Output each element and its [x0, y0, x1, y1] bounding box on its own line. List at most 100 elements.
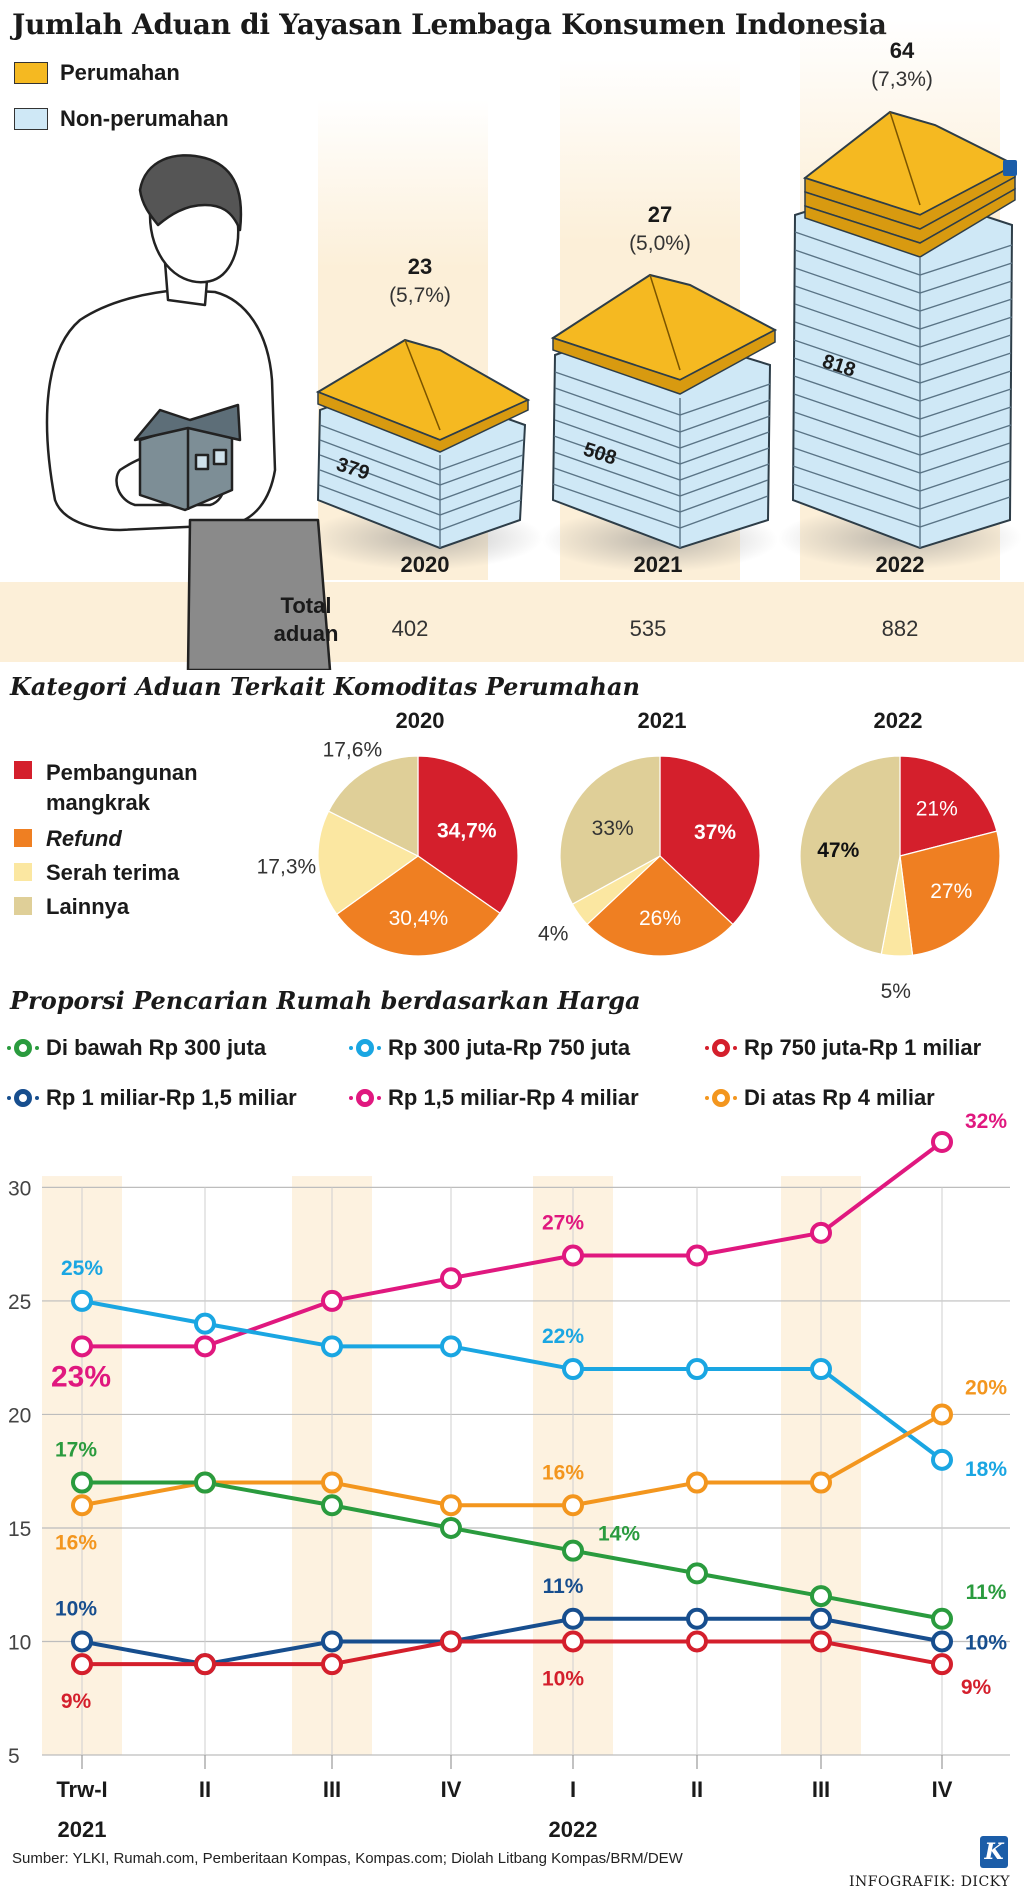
data-label: 17%: [55, 1439, 97, 1462]
data-point: [810, 1585, 832, 1608]
y-tick-label: 10: [8, 1631, 31, 1654]
lightyellow-swatch-icon: [14, 863, 32, 881]
data-point: [562, 1244, 584, 1267]
x-tick-label: III: [323, 1777, 341, 1802]
data-label: 10%: [542, 1667, 584, 1690]
data-label: 9%: [61, 1690, 92, 1713]
data-point: [686, 1358, 708, 1381]
pie-label: 33%: [592, 817, 634, 840]
data-label: 23%: [51, 1360, 111, 1393]
stack-2022: [778, 110, 1022, 570]
data-point: [194, 1471, 216, 1494]
data-label: 16%: [542, 1461, 584, 1484]
x-tick-label: Trw-I: [56, 1777, 107, 1802]
data-point: [931, 1448, 953, 1471]
data-point: [321, 1335, 343, 1358]
stack-2020: [307, 338, 543, 570]
data-label: 9%: [961, 1676, 992, 1699]
total-label-line2: aduan: [273, 621, 339, 646]
yellow-swatch-icon: [14, 62, 48, 84]
data-point: [562, 1358, 584, 1381]
pie-label: 47%: [817, 839, 859, 862]
circle-marker-icon: [351, 1089, 379, 1107]
stack-2021-perumahan: 27: [647, 202, 673, 227]
stack-2022-pct: (7,3%): [871, 68, 933, 91]
data-point: [440, 1494, 462, 1517]
section2-title: Kategori Aduan Terkait Komoditas Perumah…: [10, 672, 640, 701]
y-tick-label: 15: [8, 1518, 31, 1541]
data-label: 11%: [543, 1575, 584, 1598]
category-legend: Pembangunan mangkrak Refund Serah terima…: [14, 758, 198, 928]
orange-swatch-icon: [14, 829, 32, 847]
legend-cat-line1: Pembangunan: [46, 760, 198, 785]
line-legend-item: Rp 300 juta-Rp 750 juta: [351, 1035, 631, 1061]
pie-charts: 34,7% 30,4% 17,3% 17,6% 37% 26% 4% 33% 21% 27% 5% 4…: [257, 740, 1001, 1000]
totals-strip: [0, 582, 1024, 662]
legend-non-perumahan: Non-perumahan: [14, 106, 229, 132]
data-point: [321, 1289, 343, 1312]
data-label: 14%: [598, 1523, 640, 1546]
stack-2021-pct: (5,0%): [629, 232, 691, 255]
stack-2020-pct: (5,7%): [389, 284, 451, 307]
data-point: [686, 1630, 708, 1653]
total-2020: 402: [391, 616, 429, 641]
legend-lainnya-label: Lainnya: [46, 894, 130, 919]
data-point: [931, 1131, 953, 1153]
page-title: Jumlah Aduan di Yayasan Lembaga Konsumen…: [12, 8, 887, 41]
data-point: [562, 1630, 584, 1653]
section3-title: Proporsi Pencarian Rumah berdasarkan Har…: [10, 986, 641, 1015]
pie-label: 17,6%: [323, 740, 383, 762]
series-line: [81, 1412, 943, 1508]
data-point: [686, 1607, 708, 1630]
pie-slice: [317, 810, 420, 916]
data-point: [562, 1607, 584, 1630]
data-point: [321, 1630, 343, 1653]
source-footer: Sumber: YLKI, Rumah.com, Pemberitaan Kom…: [12, 1850, 683, 1867]
data-label: 20%: [965, 1376, 1007, 1399]
legend-refund-label: Refund: [46, 826, 122, 851]
data-point: [440, 1335, 462, 1358]
legend-non-perumahan-label: Non-perumahan: [60, 106, 229, 131]
line-legend-item: Di atas Rp 4 miliar: [707, 1085, 935, 1111]
pie-slice: [417, 755, 519, 915]
data-point: [810, 1471, 832, 1494]
series-line: [81, 1298, 944, 1462]
x-year-label: 2022: [549, 1817, 598, 1842]
y-tick-label: 25: [8, 1291, 31, 1314]
data-label: 11%: [966, 1581, 1007, 1604]
line-legend-item: Rp 1,5 miliar-Rp 4 miliar: [351, 1085, 639, 1111]
pie-year-2020: 2020: [395, 708, 445, 733]
stack-year-2022: 2022: [875, 552, 925, 577]
data-point: [194, 1312, 216, 1335]
data-point: [686, 1471, 708, 1494]
data-label: 22%: [542, 1325, 584, 1348]
data-point: [440, 1630, 462, 1653]
x-tick-label: I: [570, 1777, 576, 1802]
data-label: 27%: [542, 1212, 584, 1235]
data-point: [321, 1471, 343, 1494]
line-legend-label: Rp 300 juta-Rp 750 juta: [388, 1035, 631, 1060]
pie-slice: [559, 755, 661, 905]
data-label: 18%: [965, 1458, 1007, 1481]
circle-marker-icon: [707, 1089, 735, 1107]
data-label: 32%: [965, 1110, 1007, 1133]
credit: INFOGRAFIK: DICKY: [849, 1874, 1010, 1890]
pie-year-2021: 2021: [637, 708, 687, 733]
lightblue-swatch-icon: [14, 108, 48, 130]
circle-marker-icon: [9, 1039, 37, 1057]
pie-slice: [659, 755, 761, 926]
data-point: [810, 1607, 832, 1630]
line-legend-label: Rp 1,5 miliar-Rp 4 miliar: [388, 1085, 639, 1110]
data-point: [931, 1630, 953, 1653]
data-label: 10%: [965, 1631, 1007, 1654]
stack-year-2020: 2020: [400, 552, 450, 577]
data-point: [562, 1494, 584, 1517]
pie-slice: [899, 755, 998, 857]
pie-label: 30,4%: [389, 907, 449, 930]
data-point: [562, 1539, 584, 1562]
data-point: [71, 1653, 93, 1676]
circle-marker-icon: [351, 1039, 379, 1057]
total-2021: 535: [629, 616, 667, 641]
data-point: [71, 1630, 93, 1653]
data-point: [686, 1562, 708, 1585]
